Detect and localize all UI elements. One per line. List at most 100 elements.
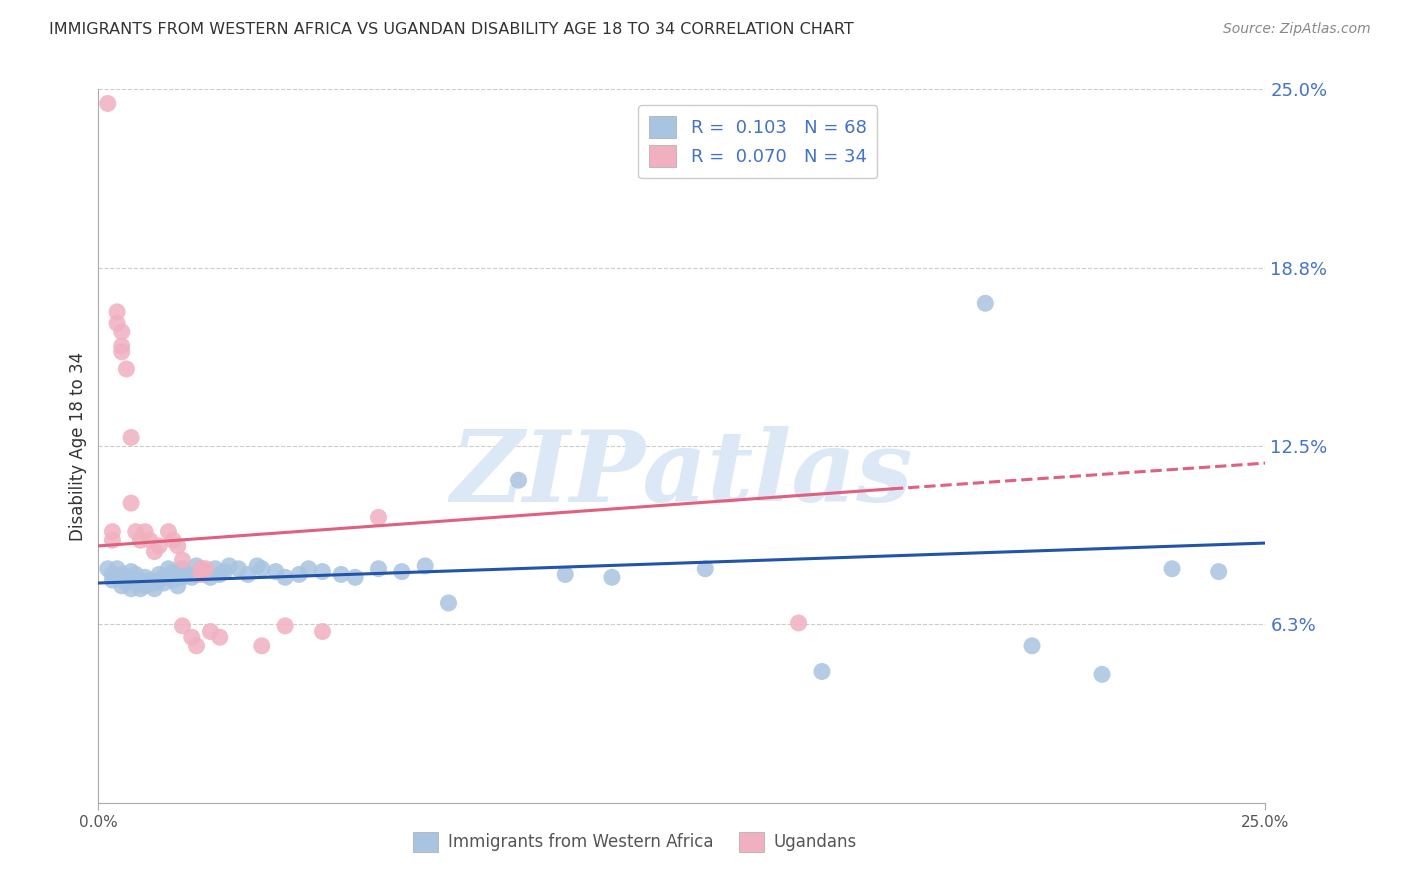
Point: [974, 296, 997, 310]
Point: [143, 544, 166, 558]
Point: [115, 570, 138, 584]
Point: [413, 558, 436, 573]
Y-axis label: Disability Age 18 to 34: Disability Age 18 to 34: [69, 351, 87, 541]
Point: [236, 567, 259, 582]
Point: [200, 570, 222, 584]
Point: [162, 573, 184, 587]
Point: [111, 325, 134, 339]
Point: [367, 562, 389, 576]
Point: [180, 570, 202, 584]
Point: [157, 570, 180, 584]
Point: [129, 533, 152, 548]
Point: [250, 639, 273, 653]
Point: [208, 567, 231, 582]
Point: [162, 533, 184, 548]
Text: IMMIGRANTS FROM WESTERN AFRICA VS UGANDAN DISABILITY AGE 18 TO 34 CORRELATION CH: IMMIGRANTS FROM WESTERN AFRICA VS UGANDA…: [49, 22, 853, 37]
Point: [204, 562, 226, 576]
Point: [1208, 565, 1230, 579]
Point: [311, 624, 333, 639]
Point: [264, 565, 287, 579]
Point: [125, 567, 148, 582]
Point: [311, 565, 333, 579]
Point: [288, 567, 311, 582]
Point: [105, 570, 128, 584]
Point: [152, 576, 174, 591]
Point: [186, 639, 208, 653]
Point: [600, 570, 623, 584]
Point: [186, 558, 208, 573]
Point: [194, 567, 217, 582]
Point: [811, 665, 834, 679]
Point: [111, 579, 134, 593]
Point: [330, 567, 353, 582]
Point: [120, 565, 142, 579]
Point: [162, 565, 184, 579]
Point: [143, 576, 166, 591]
Point: [190, 567, 212, 582]
Point: [125, 573, 148, 587]
Point: [111, 567, 134, 582]
Point: [134, 570, 156, 584]
Point: [172, 619, 194, 633]
Point: [115, 362, 138, 376]
Point: [787, 615, 810, 630]
Point: [120, 582, 142, 596]
Point: [190, 562, 212, 576]
Point: [148, 573, 170, 587]
Point: [344, 570, 367, 584]
Point: [166, 567, 188, 582]
Point: [214, 565, 236, 579]
Point: [148, 567, 170, 582]
Point: [194, 562, 217, 576]
Point: [1161, 562, 1184, 576]
Point: [274, 619, 297, 633]
Point: [139, 533, 162, 548]
Point: [172, 553, 194, 567]
Point: [120, 430, 142, 444]
Point: [157, 524, 180, 539]
Point: [129, 582, 152, 596]
Point: [105, 305, 128, 319]
Point: [105, 562, 128, 576]
Point: [101, 573, 124, 587]
Text: Source: ZipAtlas.com: Source: ZipAtlas.com: [1223, 22, 1371, 37]
Point: [125, 524, 148, 539]
Point: [97, 562, 120, 576]
Point: [120, 496, 142, 510]
Point: [1021, 639, 1043, 653]
Point: [186, 567, 208, 582]
Text: ZIPatlas: ZIPatlas: [451, 426, 912, 523]
Point: [190, 562, 212, 576]
Point: [172, 570, 194, 584]
Point: [157, 562, 180, 576]
Point: [134, 524, 156, 539]
Point: [101, 567, 124, 582]
Point: [246, 558, 269, 573]
Point: [166, 579, 188, 593]
Point: [180, 630, 202, 644]
Point: [437, 596, 460, 610]
Point: [297, 562, 319, 576]
Point: [172, 562, 194, 576]
Point: [274, 570, 297, 584]
Point: [166, 539, 188, 553]
Point: [129, 576, 152, 591]
Point: [143, 582, 166, 596]
Point: [228, 562, 250, 576]
Legend: Immigrants from Western Africa, Ugandans: Immigrants from Western Africa, Ugandans: [406, 825, 863, 859]
Point: [105, 316, 128, 330]
Point: [97, 96, 120, 111]
Point: [391, 565, 413, 579]
Point: [1091, 667, 1114, 681]
Point: [208, 630, 231, 644]
Point: [111, 344, 134, 359]
Point: [148, 539, 170, 553]
Point: [554, 567, 576, 582]
Point: [508, 473, 530, 487]
Point: [250, 562, 273, 576]
Point: [101, 524, 124, 539]
Point: [367, 510, 389, 524]
Point: [139, 573, 162, 587]
Point: [134, 579, 156, 593]
Point: [101, 533, 124, 548]
